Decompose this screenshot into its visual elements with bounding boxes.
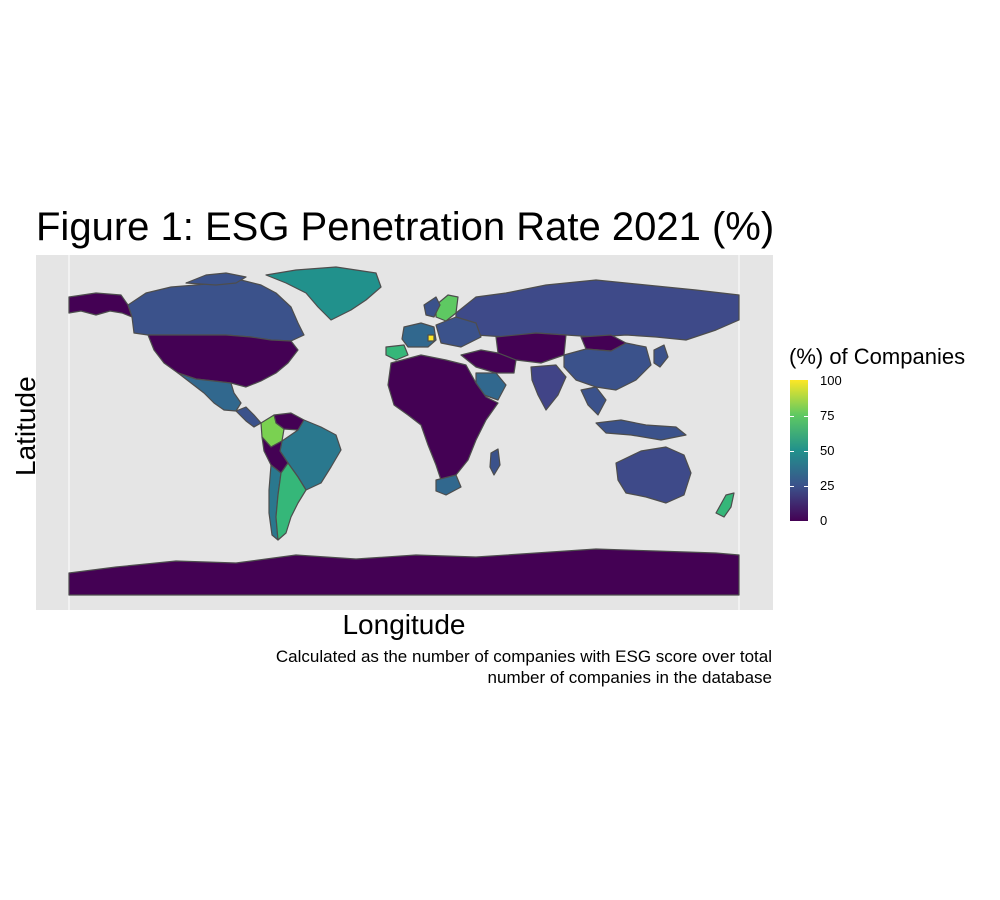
legend-tick-50: 50	[820, 443, 835, 458]
x-axis-label: Longitude	[342, 609, 466, 640]
region-antarctica	[68, 548, 740, 596]
legend-tickmark-75-right	[804, 416, 808, 417]
region-japan	[653, 344, 669, 368]
region-madagascar	[489, 448, 501, 476]
legend-tickmark-25	[790, 486, 794, 487]
legend-tickmark-50-right	[804, 451, 808, 452]
region-middle-east	[460, 349, 517, 374]
region-canada	[127, 279, 305, 342]
region-china	[563, 342, 652, 391]
legend-colorbar	[790, 380, 808, 521]
region-argentina	[275, 462, 307, 541]
region-africa	[387, 354, 499, 481]
region-australia	[615, 446, 692, 504]
region-russia	[455, 279, 740, 341]
legend-tickmark-75	[790, 416, 794, 417]
legend-tick-75: 75	[820, 408, 835, 423]
caption-line-1: Calculated as the number of companies wi…	[275, 647, 772, 666]
region-eastern-europe	[435, 316, 482, 348]
region-greenland	[265, 266, 382, 321]
legend-tick-100: 100	[820, 373, 842, 388]
chart-title: Figure 1: ESG Penetration Rate 2021 (%)	[36, 205, 775, 249]
map-panel	[36, 255, 773, 610]
legend-tick-25: 25	[820, 478, 835, 493]
legend-tickmark-50	[790, 451, 794, 452]
legend-title: (%) of Companies	[789, 344, 966, 369]
caption: Calculated as the number of companies wi…	[172, 646, 772, 688]
region-hungary	[427, 334, 435, 342]
region-mexico	[177, 372, 242, 412]
world-map	[68, 255, 740, 610]
region-southeast-asia	[580, 386, 607, 416]
legend-tickmark-25-right	[804, 486, 808, 487]
caption-line-2: number of companies in the database	[487, 668, 772, 687]
region-spain	[385, 344, 409, 361]
region-arctic-islands	[185, 272, 247, 286]
region-central-america	[235, 406, 262, 428]
region-new-zealand	[715, 492, 735, 518]
region-indonesia	[595, 419, 687, 441]
region-south-africa	[435, 474, 462, 496]
region-norway	[423, 296, 441, 318]
region-india	[530, 364, 567, 411]
legend-tick-0: 0	[820, 513, 828, 528]
region-alaska	[68, 292, 133, 318]
region-united-states	[147, 334, 299, 388]
